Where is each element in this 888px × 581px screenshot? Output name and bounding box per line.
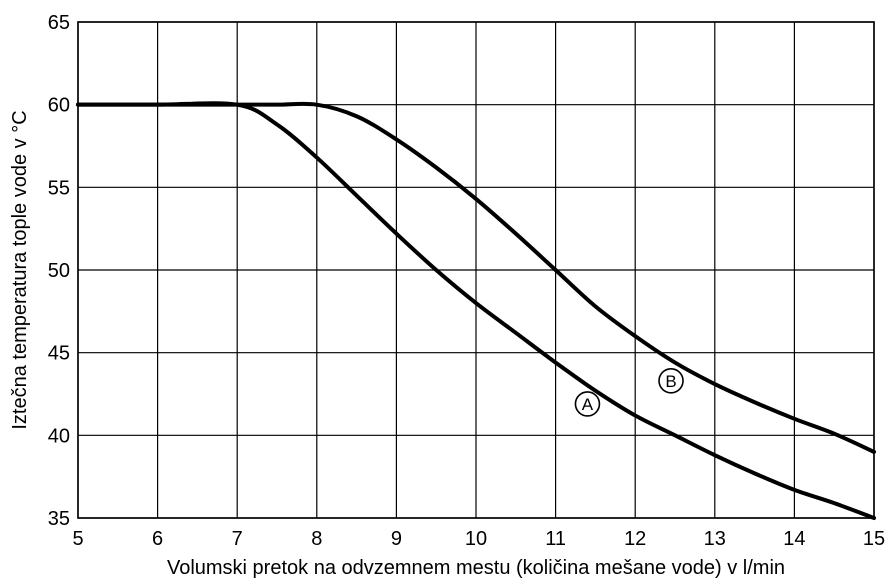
x-tick-label: 8 (311, 528, 322, 550)
x-tick-label: 14 (783, 528, 805, 550)
y-tick-label: 50 (48, 260, 70, 282)
x-tick-label: 9 (391, 528, 402, 550)
y-tick-label: 45 (48, 343, 70, 365)
series-line-b (76, 101, 876, 454)
y-tick-label: 40 (48, 425, 70, 447)
x-tick-label: 7 (232, 528, 243, 550)
series-marker-a (574, 391, 601, 417)
y-tick-label: 55 (48, 177, 70, 199)
series-line-a (76, 101, 876, 520)
series-markers: AB (574, 367, 684, 417)
y-axis-label: Iztečna temperatura tople vode v °C (9, 110, 31, 429)
y-tick-label: 65 (48, 12, 70, 34)
x-tick-label: 11 (545, 528, 566, 550)
x-axis-label: Volumski pretok na odvzemnem mestu (koli… (167, 557, 785, 579)
x-tick-label: 12 (624, 528, 646, 550)
x-tick-label: 6 (152, 528, 163, 550)
x-tick-label: 15 (863, 528, 885, 550)
x-tick-label: 10 (465, 528, 487, 550)
series-marker-label-b: B (665, 372, 676, 391)
x-tick-labels: 5 6 7 8 9 10 11 12 13 14 15 (72, 528, 885, 550)
grid-lines (77, 21, 875, 519)
x-tick-label: 13 (704, 528, 726, 550)
y-tick-label: 60 (48, 95, 70, 117)
y-tick-labels: 35 40 45 50 55 60 65 (48, 12, 70, 530)
y-tick-label: 35 (48, 508, 70, 530)
series-marker-b (658, 367, 684, 394)
series-marker-label-a: A (582, 395, 594, 414)
plot-frame (77, 21, 875, 519)
x-tick-label: 5 (72, 528, 83, 550)
series-curves (76, 101, 876, 520)
